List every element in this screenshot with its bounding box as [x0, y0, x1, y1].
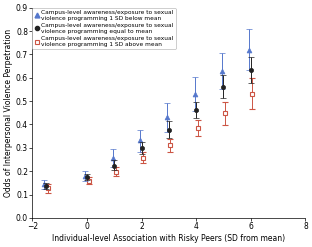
Legend: Campus-level awareness/exposure to sexual
violence programming 1 SD below mean, : Campus-level awareness/exposure to sexua… [32, 8, 176, 49]
X-axis label: Individual-level Association with Risky Peers (SD from mean): Individual-level Association with Risky … [52, 234, 285, 243]
Y-axis label: Odds of Interpersonal Violence Perpetration: Odds of Interpersonal Violence Perpetrat… [4, 29, 13, 197]
